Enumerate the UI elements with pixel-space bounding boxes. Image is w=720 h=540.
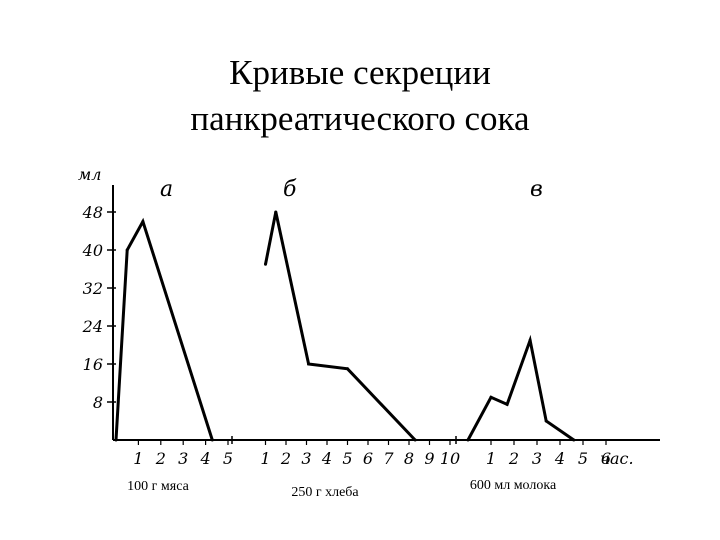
y-tick-label: 16 [83, 355, 103, 374]
series-2-point [346, 367, 349, 371]
y-tick-label: 24 [82, 317, 103, 336]
x-tick-label: 2 [155, 449, 166, 468]
x-tick-label: 4 [200, 449, 211, 468]
x-tick-label: 4 [321, 449, 332, 468]
page-title: Кривые секреции панкреатического сока [0, 50, 720, 142]
x-tick-label: 3 [178, 449, 188, 468]
series-3-point [466, 438, 470, 442]
series-line-2 [264, 211, 417, 442]
x-tick-label: 2 [508, 449, 519, 468]
x-axis-unit: час. [600, 449, 634, 468]
series-line-3 [466, 334, 575, 442]
x-tick-label: 3 [301, 449, 311, 468]
series-3-point [544, 419, 548, 423]
x-tick-label: 9 [424, 449, 434, 468]
series-caption-2: 250 г хлеба [291, 485, 359, 500]
series-1-point [114, 438, 118, 442]
series-3-point [505, 402, 509, 406]
y-tick-label: 8 [93, 393, 103, 412]
title-line-1: Кривые секреции [229, 53, 491, 92]
x-tick-label: 7 [383, 449, 394, 468]
x-tick-label: 10 [440, 449, 460, 468]
series-2-point [413, 438, 417, 442]
series-3-point [572, 438, 576, 442]
x-tick-label: 6 [363, 449, 373, 468]
x-tick-label: 4 [554, 449, 565, 468]
y-tick-label: 32 [83, 279, 103, 298]
title-line-2: панкреатического сока [190, 99, 530, 138]
series-label-2: б [283, 177, 297, 202]
series-3-point [489, 395, 493, 399]
series-1-point [125, 248, 129, 252]
y-tick-label: 40 [82, 241, 103, 260]
x-tick-label: 8 [404, 449, 414, 468]
x-tick-label: 1 [133, 449, 143, 468]
series-2-point [264, 262, 267, 266]
series-3-point [528, 338, 532, 342]
y-tick-label: 48 [82, 203, 103, 222]
x-tick-label: 3 [532, 449, 542, 468]
series-label-1: а [160, 177, 173, 202]
series-label-3: в [530, 177, 543, 202]
series-1-point [141, 220, 145, 223]
x-tick-label: 5 [578, 449, 588, 468]
x-tick-label: 5 [342, 449, 352, 468]
x-tick-label: 5 [223, 449, 233, 468]
series-caption-1: 100 г мяса [127, 479, 189, 494]
series-2-point [274, 210, 278, 214]
x-tick-label: 1 [486, 449, 496, 468]
series-1-point [210, 438, 214, 442]
y-axis-label: мл [78, 165, 101, 184]
x-tick-label: 1 [260, 449, 270, 468]
series-2-point [307, 362, 311, 366]
x-tick-label: 2 [280, 449, 291, 468]
series-caption-3: 600 мл молока [470, 478, 557, 493]
series-line-1 [114, 217, 214, 441]
x-tick-label: 6 [601, 449, 611, 468]
